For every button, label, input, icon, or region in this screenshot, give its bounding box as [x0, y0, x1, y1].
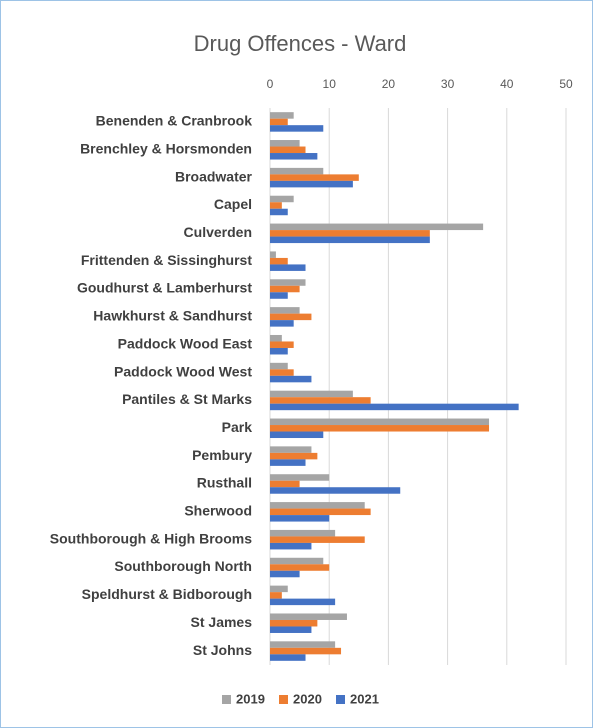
- bar: [270, 167, 324, 175]
- bar: [270, 647, 342, 655]
- bar: [270, 585, 288, 593]
- bar: [270, 529, 336, 537]
- y-tick-label: Capel: [214, 196, 252, 212]
- bar: [270, 619, 318, 627]
- y-tick-label: Speldhurst & Bidborough: [82, 586, 252, 602]
- bar: [270, 487, 401, 494]
- y-tick-label: Pantiles & St Marks: [122, 391, 252, 407]
- bar: [270, 474, 330, 481]
- x-tick-label: 50: [559, 77, 573, 91]
- bar: [270, 341, 294, 348]
- y-tick-label: Southborough North: [114, 558, 252, 574]
- y-tick-label: Culverden: [184, 224, 252, 240]
- bar: [270, 369, 294, 376]
- bar: [270, 431, 324, 439]
- bar: [270, 202, 282, 209]
- bar: [270, 557, 324, 565]
- y-tick-label: Goudhurst & Lamberhurst: [77, 280, 252, 296]
- legend-swatch: [222, 695, 231, 704]
- x-tick-label: 20: [382, 77, 396, 91]
- bar: [270, 153, 318, 160]
- y-tick-label: Paddock Wood East: [118, 335, 253, 351]
- y-tick-label: Sherwood: [184, 503, 252, 519]
- bar: [270, 515, 330, 522]
- y-tick-label: Pembury: [192, 447, 252, 463]
- bar: [270, 613, 347, 620]
- y-tick-label: Frittenden & Sissinghurst: [81, 252, 252, 268]
- bar: [270, 397, 371, 404]
- y-tick-label: Paddock Wood West: [114, 363, 252, 379]
- bar: [270, 195, 294, 203]
- bar: [270, 285, 300, 293]
- bar: [270, 654, 306, 661]
- bar: [270, 502, 365, 509]
- bar: [270, 334, 282, 342]
- bar: [270, 390, 353, 398]
- bar: [270, 459, 306, 466]
- bar: [270, 626, 312, 633]
- y-tick-label: Rusthall: [197, 475, 252, 491]
- legend-label: 2021: [350, 691, 379, 706]
- x-tick-label: 0: [267, 77, 274, 91]
- bar: [270, 347, 288, 355]
- bar: [270, 320, 294, 327]
- bar: [270, 279, 306, 286]
- bar: [270, 251, 276, 258]
- bar: [270, 564, 330, 571]
- bar: [270, 375, 312, 383]
- bar: [270, 313, 312, 321]
- x-tick-label: 40: [500, 77, 514, 91]
- bar: [270, 180, 353, 188]
- bar: [270, 236, 430, 244]
- legend-swatch: [336, 695, 345, 704]
- y-tick-label: St James: [191, 614, 253, 630]
- y-tick-label: Benenden & Cranbrook: [96, 113, 253, 129]
- bar: [270, 307, 300, 314]
- legend-label: 2019: [236, 691, 265, 706]
- bar: [270, 508, 371, 516]
- y-tick-label: Hawkhurst & Sandhurst: [93, 308, 252, 324]
- bar: [270, 118, 288, 126]
- bar: [270, 542, 312, 550]
- x-tick-label: 30: [441, 77, 455, 91]
- bar: [270, 125, 324, 132]
- bar: [270, 292, 288, 299]
- bar: [270, 362, 288, 370]
- y-tick-label: St Johns: [193, 642, 252, 658]
- bar: [270, 174, 359, 181]
- bar: [270, 592, 282, 599]
- bar: [270, 641, 336, 648]
- bar: [270, 403, 519, 411]
- bar: [270, 112, 294, 119]
- bar: [270, 223, 484, 231]
- bar: [270, 208, 288, 216]
- y-tick-label: Southborough & High Brooms: [50, 530, 252, 546]
- legend-swatch: [279, 695, 288, 704]
- bar: [270, 570, 300, 578]
- bar: [270, 452, 318, 460]
- bar: [270, 264, 306, 271]
- y-tick-label: Park: [222, 419, 253, 435]
- x-tick-label: 10: [323, 77, 337, 91]
- bar: [270, 425, 490, 432]
- bar: [270, 230, 430, 237]
- bar: [270, 146, 306, 154]
- bar: [270, 418, 490, 426]
- bar: [270, 446, 312, 453]
- bar: [270, 140, 300, 147]
- bar: [270, 536, 365, 543]
- legend-label: 2020: [293, 691, 322, 706]
- y-tick-label: Brenchley & Horsmonden: [80, 140, 252, 156]
- chart-title: Drug Offences - Ward: [194, 31, 407, 56]
- bar: [270, 480, 300, 488]
- bar: [270, 257, 288, 265]
- y-tick-label: Broadwater: [175, 168, 253, 184]
- bar: [270, 598, 336, 606]
